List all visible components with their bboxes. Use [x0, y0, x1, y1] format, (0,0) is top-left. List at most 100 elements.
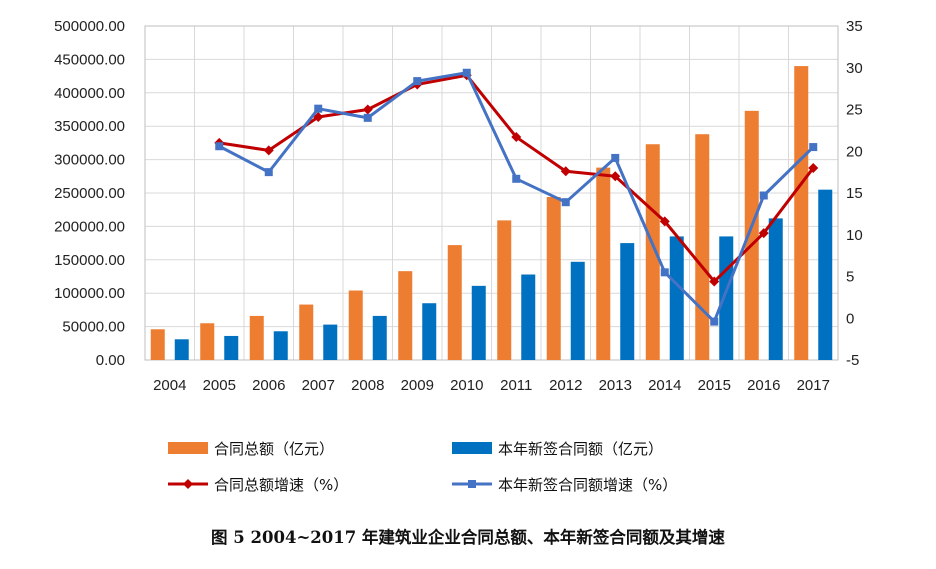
legend-label: 合同总额增速（%）: [214, 476, 348, 494]
legend: 合同总额（亿元） 本年新签合同额（亿元） 合同总额增速（%） 本年新签合同额增速（%）: [168, 440, 677, 494]
left-tick-label: 450000.00: [54, 51, 125, 68]
right-tick-label: 25: [846, 102, 863, 119]
right-tick-label: 30: [846, 60, 863, 77]
bar-new-2015: [719, 236, 734, 360]
x-tick-label: 2007: [302, 377, 335, 394]
bar-total-2013: [596, 167, 611, 360]
bar-new-2008: [372, 315, 387, 360]
bar-new-2012: [570, 261, 585, 360]
x-tick-label: 2011: [500, 377, 532, 394]
point-total-growth: [709, 276, 720, 287]
bar-total-2011: [497, 220, 512, 360]
bar-total-2017: [794, 66, 809, 360]
point-total-growth: [659, 216, 670, 227]
bar-new-2016: [768, 218, 783, 360]
left-tick-label: 0.00: [96, 352, 125, 369]
left-tick-label: 50000.00: [62, 319, 125, 336]
growth-lines: [214, 68, 819, 326]
legend-swatch-bar: [452, 442, 492, 454]
x-tick-label: 2017: [797, 377, 830, 394]
right-axis: -5 0 5 10 15 20 25 30 35: [846, 18, 863, 369]
left-tick-label: 300000.00: [54, 152, 125, 169]
point-total-growth: [263, 145, 274, 156]
point-total-growth: [560, 166, 571, 177]
x-tick-label: 2016: [747, 377, 780, 394]
right-tick-label: 10: [846, 227, 863, 244]
bar-new-2009: [422, 303, 437, 360]
point-new-growth: [314, 104, 323, 113]
x-tick-label: 2005: [203, 377, 236, 394]
legend-label: 合同总额（亿元）: [214, 440, 334, 458]
left-tick-label: 500000.00: [54, 18, 125, 35]
bar-new-2005: [224, 335, 239, 360]
left-tick-label: 150000.00: [54, 252, 125, 269]
left-tick-label: 250000.00: [54, 185, 125, 202]
bar-total-2015: [695, 134, 710, 360]
point-new-growth: [462, 68, 471, 77]
point-new-growth: [413, 77, 422, 86]
point-total-growth: [758, 228, 769, 239]
bar-total-2007: [299, 304, 314, 360]
point-total-growth: [610, 171, 621, 182]
bar-new-2007: [323, 324, 338, 360]
x-tick-label: 2010: [450, 377, 483, 394]
right-tick-label: 5: [846, 269, 854, 286]
bar-total-2010: [447, 245, 462, 360]
legend-label: 本年新签合同额（亿元）: [498, 440, 663, 458]
right-tick-label: 15: [846, 185, 863, 202]
bars: [150, 66, 833, 360]
x-tick-label: 2009: [401, 377, 434, 394]
x-tick-label: 2004: [153, 377, 186, 394]
legend-swatch-bar: [168, 442, 208, 454]
right-tick-label: 0: [846, 310, 854, 327]
point-new-growth: [215, 142, 224, 151]
bar-total-2006: [249, 315, 264, 360]
point-total-growth: [313, 112, 324, 123]
point-new-growth: [363, 113, 372, 122]
bar-total-2009: [398, 271, 413, 360]
bar-total-2004: [150, 329, 165, 360]
combo-chart: 0.00 50000.00 100000.00 150000.00 200000.00 2…: [54, 18, 863, 494]
point-new-growth: [809, 143, 818, 152]
point-new-growth: [660, 268, 669, 277]
bar-new-2004: [174, 339, 189, 360]
point-new-growth: [512, 174, 521, 183]
figure-caption: 图 5 2004~2017 年建筑业企业合同总额、本年新签合同额及其增速: [211, 528, 725, 547]
bar-total-2012: [546, 197, 561, 360]
x-tick-label: 2006: [252, 377, 285, 394]
point-new-growth: [759, 191, 768, 200]
x-axis: 2004 2005 2006 2007 2008 2009 2010 2011 2012 2013…: [153, 377, 830, 394]
bar-new-2013: [620, 243, 635, 360]
x-tick-label: 2015: [698, 377, 731, 394]
point-new-growth: [611, 153, 620, 162]
x-tick-label: 2014: [648, 377, 681, 394]
bar-total-2008: [348, 290, 363, 360]
point-new-growth: [561, 198, 570, 207]
legend-marker-diamond: [183, 479, 193, 489]
point-new-growth: [710, 317, 719, 326]
plot-border: [144, 25, 839, 361]
point-new-growth: [264, 168, 273, 177]
bar-new-2014: [669, 236, 684, 360]
right-tick-label: 20: [846, 143, 863, 160]
x-tick-label: 2008: [351, 377, 384, 394]
bar-new-2017: [818, 189, 833, 360]
bar-new-2006: [273, 331, 288, 360]
right-tick-label: -5: [846, 352, 859, 369]
bar-new-2011: [521, 274, 536, 360]
left-tick-label: 200000.00: [54, 218, 125, 235]
bar-total-2016: [744, 110, 759, 360]
point-total-growth: [808, 162, 819, 173]
bar-total-2014: [645, 144, 660, 360]
point-total-growth: [362, 104, 373, 115]
left-axis: 0.00 50000.00 100000.00 150000.00 200000.00 2…: [54, 18, 125, 369]
legend-marker-square: [468, 480, 476, 488]
left-tick-label: 350000.00: [54, 118, 125, 135]
bar-total-2005: [200, 323, 215, 360]
legend-label: 本年新签合同额增速（%）: [498, 476, 677, 494]
bar-new-2010: [471, 285, 486, 360]
left-tick-label: 400000.00: [54, 85, 125, 102]
right-tick-label: 35: [846, 18, 863, 35]
gridlines: [144, 25, 839, 361]
